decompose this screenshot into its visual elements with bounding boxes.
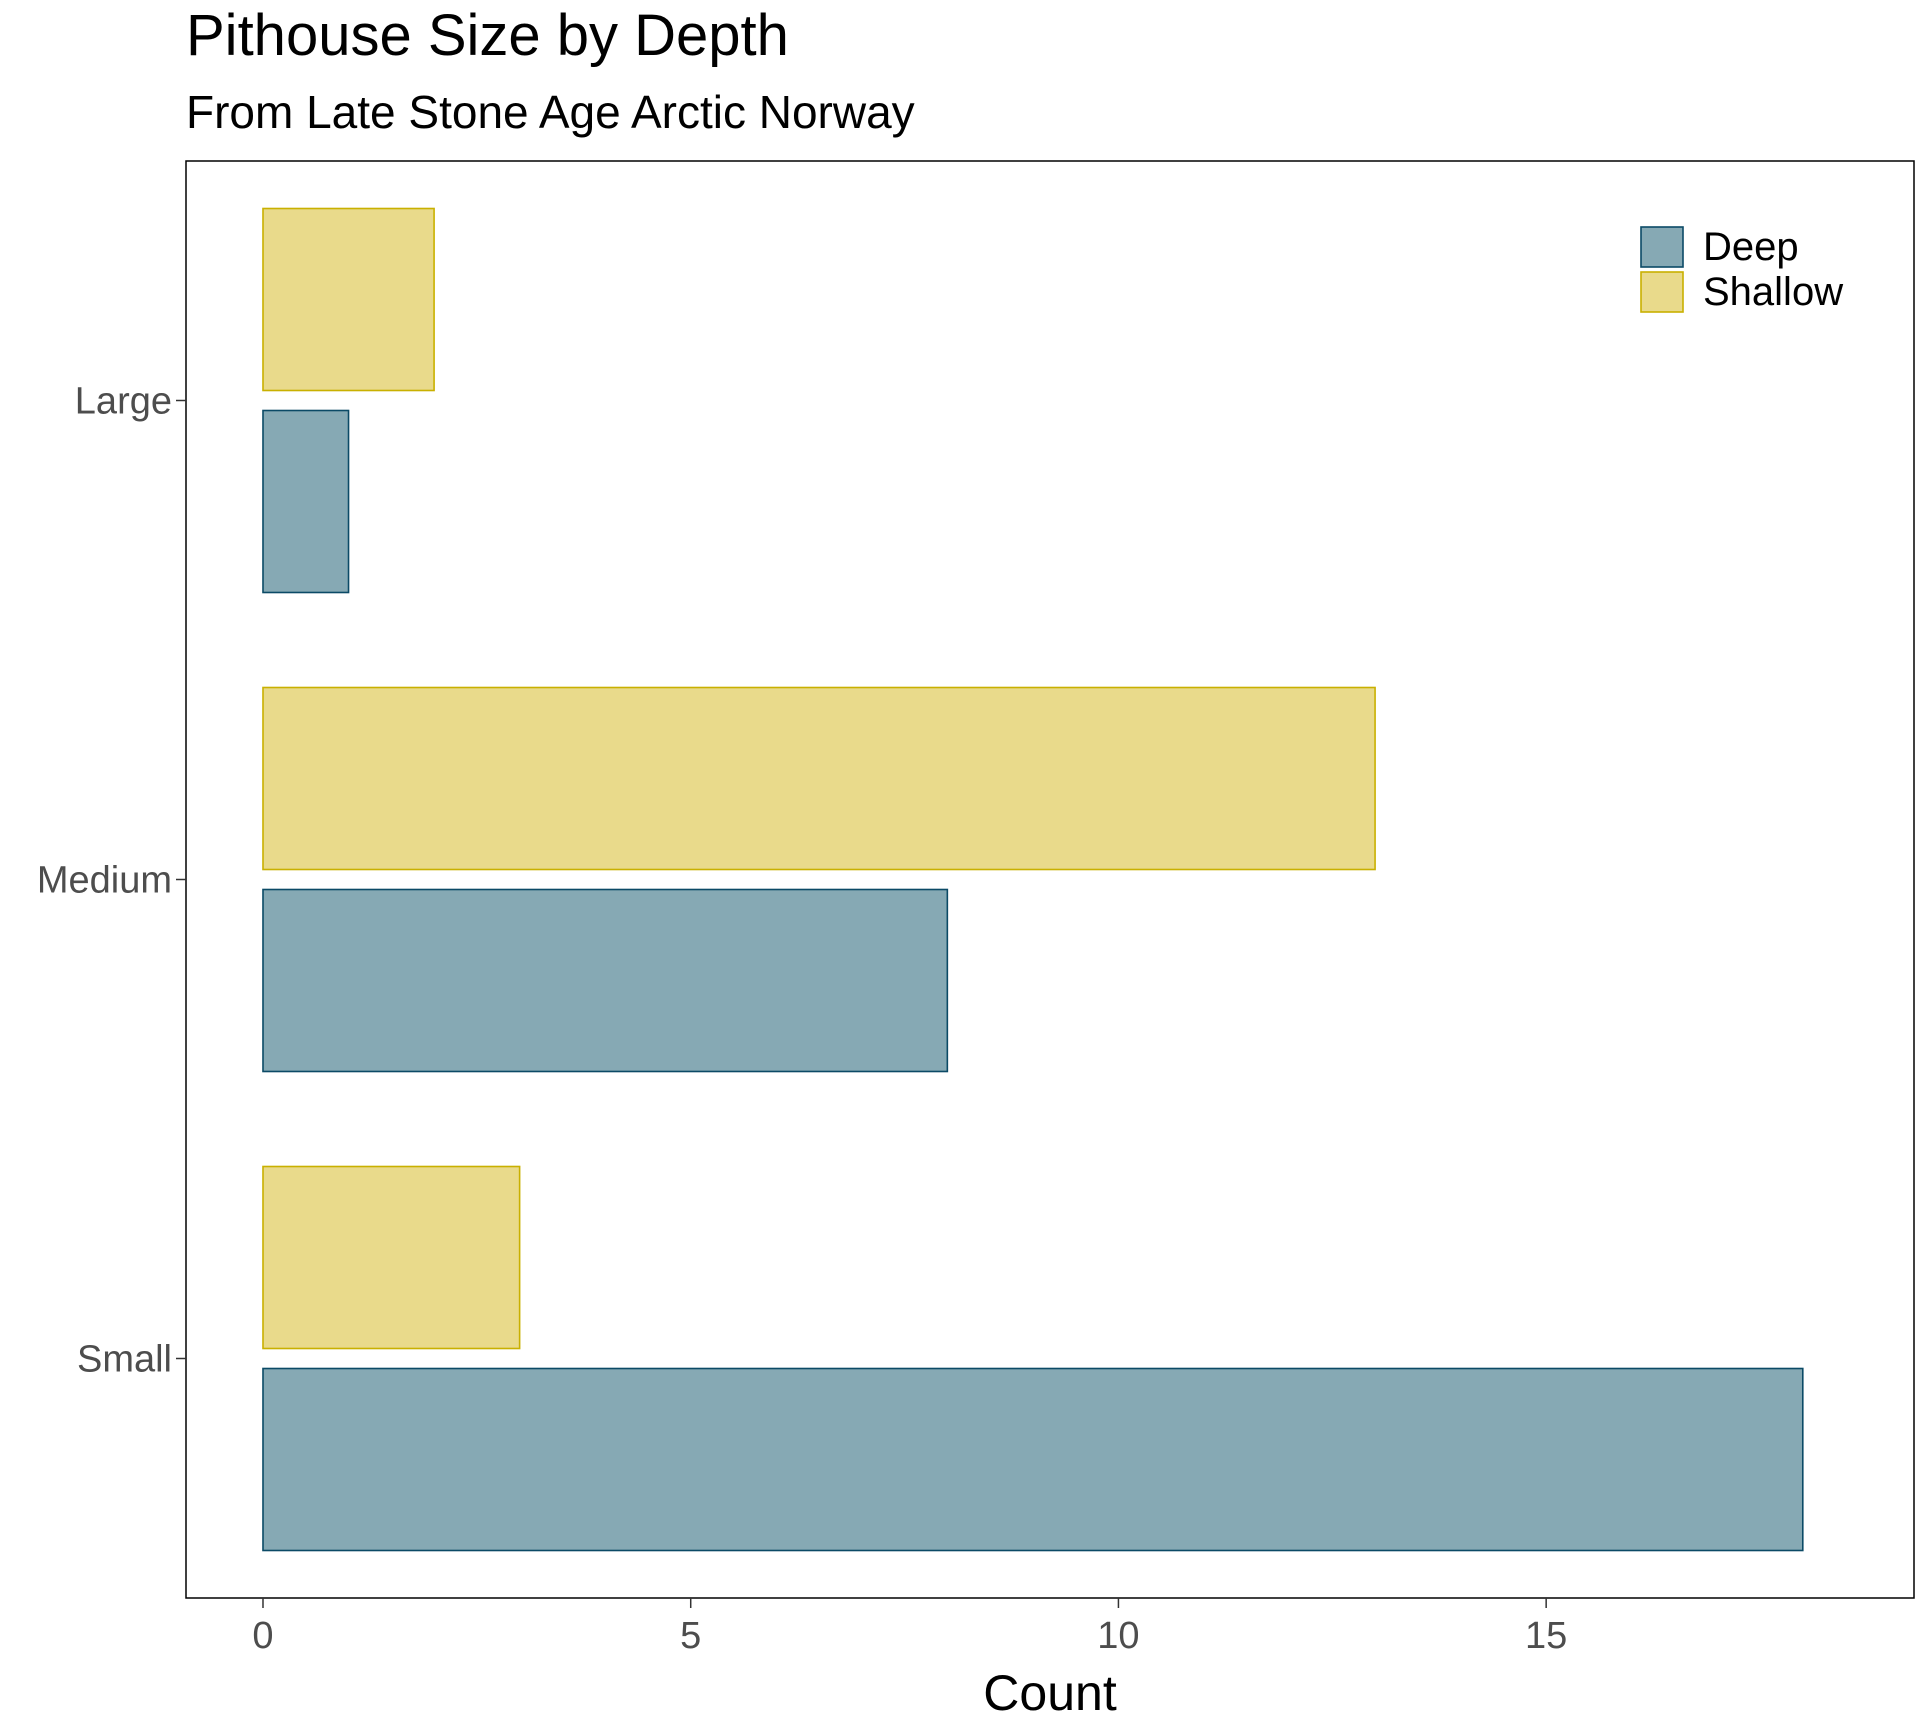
bar-deep-small xyxy=(262,1367,1804,1552)
legend-label-deep: Deep xyxy=(1703,225,1799,269)
y-axis: Small Medium Large xyxy=(37,381,186,1381)
legend-swatch-shallow xyxy=(1640,271,1684,313)
y-tick-label: Large xyxy=(75,381,172,423)
y-tick-label: Small xyxy=(77,1339,172,1381)
bar-deep-medium xyxy=(262,888,949,1073)
x-axis-title: Count xyxy=(983,1665,1117,1721)
x-tick-label: 15 xyxy=(1525,1615,1567,1657)
bar-shallow-medium xyxy=(262,686,1376,871)
bars-layer xyxy=(262,207,1804,1552)
legend-swatch-deep xyxy=(1640,226,1684,268)
bar-deep-large xyxy=(262,409,350,594)
x-tick-label: 10 xyxy=(1097,1615,1139,1657)
y-tick-label: Medium xyxy=(37,860,172,902)
chart-subtitle: From Late Stone Age Arctic Norway xyxy=(186,86,915,138)
x-tick-label: 0 xyxy=(252,1615,273,1657)
chart-title: Pithouse Size by Depth xyxy=(186,3,789,68)
bar-shallow-small xyxy=(262,1165,521,1350)
legend-label-shallow: Shallow xyxy=(1703,270,1843,314)
plot-panel xyxy=(185,160,1915,1599)
bar-shallow-large xyxy=(262,207,435,392)
x-axis: 0 5 10 15 xyxy=(252,1598,1567,1657)
x-tick-label: 5 xyxy=(680,1615,701,1657)
